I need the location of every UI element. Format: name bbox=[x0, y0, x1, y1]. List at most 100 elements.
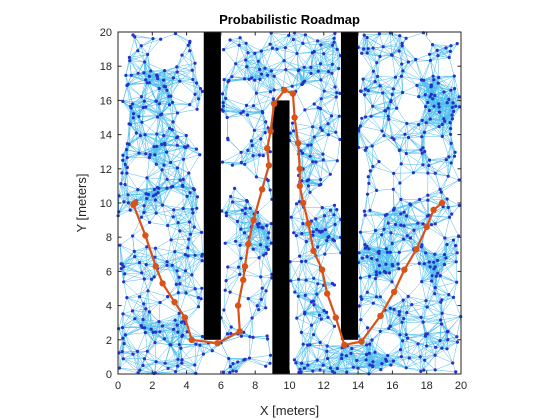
roadmap-edge bbox=[163, 66, 177, 81]
roadmap-edge bbox=[312, 126, 315, 138]
roadmap-edge bbox=[182, 208, 195, 228]
roadmap-edge bbox=[232, 201, 246, 214]
roadmap-edge bbox=[172, 254, 186, 266]
roadmap-edge bbox=[452, 342, 458, 364]
roadmap-edge bbox=[375, 278, 381, 297]
roadmap-edge bbox=[381, 224, 396, 235]
roadmap-edge bbox=[390, 364, 407, 369]
roadmap-edge bbox=[142, 311, 150, 320]
roadmap-edge bbox=[435, 207, 449, 225]
roadmap-edge bbox=[320, 64, 333, 81]
roadmap-edge bbox=[198, 288, 203, 307]
roadmap-edge bbox=[147, 39, 161, 55]
roadmap-edge bbox=[302, 168, 321, 180]
roadmap-edge bbox=[143, 70, 165, 73]
roadmap-edge bbox=[132, 34, 154, 39]
roadmap-edge bbox=[438, 126, 452, 144]
roadmap-edge bbox=[330, 160, 338, 175]
roadmap-edge bbox=[254, 47, 273, 54]
roadmap-edge bbox=[446, 244, 457, 262]
roadmap-edge bbox=[181, 353, 204, 360]
roadmap-edge bbox=[394, 304, 412, 310]
roadmap-edge bbox=[177, 212, 194, 223]
roadmap-edge bbox=[346, 354, 367, 357]
roadmap-edge bbox=[381, 119, 390, 132]
roadmap-edge bbox=[132, 235, 135, 252]
roadmap-edge bbox=[357, 34, 365, 48]
roadmap-edge bbox=[295, 359, 318, 364]
roadmap-edge bbox=[427, 306, 441, 321]
roadmap-edge bbox=[134, 36, 154, 39]
roadmap-edge bbox=[149, 302, 161, 313]
roadmap-edge bbox=[185, 260, 203, 272]
roadmap-edge bbox=[188, 239, 203, 255]
roadmap-edge bbox=[381, 116, 389, 132]
roadmap-edge bbox=[248, 287, 263, 299]
roadmap-edge bbox=[322, 130, 341, 140]
roadmap-edge bbox=[402, 92, 419, 97]
roadmap-edge bbox=[189, 94, 196, 105]
roadmap-edge bbox=[315, 160, 338, 163]
roadmap-edge bbox=[173, 66, 178, 79]
roadmap-edge bbox=[386, 199, 402, 215]
roadmap-edge bbox=[139, 262, 142, 273]
roadmap-edge bbox=[222, 81, 229, 103]
roadmap-edge bbox=[295, 69, 300, 92]
roadmap-edge bbox=[194, 94, 198, 110]
roadmap-edge bbox=[393, 299, 404, 310]
roadmap-edge bbox=[173, 209, 194, 214]
roadmap-edge bbox=[360, 79, 364, 92]
roadmap-edge bbox=[401, 75, 418, 86]
roadmap-edge bbox=[367, 327, 373, 341]
roadmap-edge bbox=[425, 293, 435, 301]
roadmap-edge bbox=[189, 42, 196, 64]
roadmap-edge bbox=[393, 173, 401, 184]
roadmap-edge bbox=[129, 54, 148, 61]
roadmap-edge bbox=[379, 32, 391, 35]
roadmap-edge bbox=[323, 159, 338, 161]
roadmap-edge bbox=[152, 332, 171, 346]
roadmap-edge bbox=[386, 214, 402, 226]
roadmap-edge bbox=[249, 317, 253, 337]
roadmap-edge bbox=[191, 260, 203, 276]
roadmap-edge bbox=[119, 235, 133, 246]
roadmap-edge bbox=[261, 73, 275, 91]
roadmap-edge bbox=[416, 85, 426, 95]
roadmap-edge bbox=[166, 187, 188, 197]
roadmap-edge bbox=[171, 238, 189, 241]
roadmap-edge bbox=[132, 222, 150, 237]
roadmap-edge bbox=[322, 153, 338, 161]
roadmap-edge bbox=[141, 272, 155, 278]
roadmap-edge bbox=[309, 334, 314, 345]
roadmap-edge bbox=[407, 338, 410, 359]
roadmap-edge bbox=[371, 339, 376, 353]
roadmap-edge bbox=[244, 227, 264, 234]
roadmap-edge bbox=[310, 71, 329, 74]
roadmap-edge bbox=[227, 258, 242, 268]
roadmap-edge bbox=[239, 258, 242, 275]
roadmap-edge bbox=[421, 266, 431, 282]
roadmap-edge bbox=[390, 32, 392, 55]
roadmap-edge bbox=[305, 255, 317, 262]
roadmap-edge bbox=[394, 199, 402, 209]
roadmap-edge bbox=[442, 136, 452, 144]
roadmap-edge bbox=[406, 367, 421, 372]
roadmap-edge bbox=[380, 281, 393, 298]
roadmap-edge bbox=[456, 235, 459, 253]
roadmap-edge bbox=[363, 76, 378, 80]
roadmap-edge bbox=[383, 135, 401, 151]
roadmap-edge bbox=[402, 70, 418, 86]
roadmap-edge bbox=[137, 351, 145, 359]
roadmap-edge bbox=[405, 357, 410, 368]
roadmap-edge bbox=[220, 317, 228, 334]
roadmap-edge bbox=[157, 71, 178, 79]
roadmap-edge bbox=[254, 80, 257, 94]
roadmap-edge bbox=[421, 280, 432, 282]
roadmap-edge bbox=[173, 209, 193, 218]
roadmap-edge bbox=[320, 254, 326, 268]
roadmap-edge bbox=[126, 149, 146, 154]
roadmap-edge bbox=[147, 38, 154, 55]
roadmap-edge bbox=[435, 362, 453, 371]
roadmap-edge bbox=[254, 43, 271, 54]
roadmap-edge bbox=[307, 334, 314, 346]
